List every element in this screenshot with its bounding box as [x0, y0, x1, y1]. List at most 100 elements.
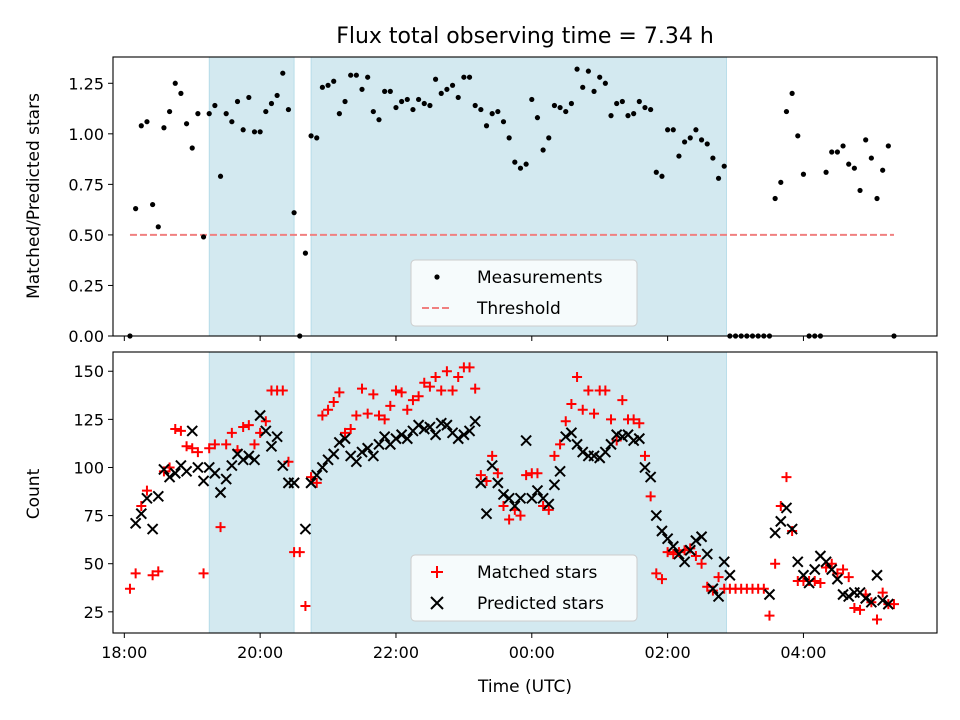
measurement-point — [325, 82, 331, 88]
matched-star-point — [577, 404, 588, 415]
y-tick-label: 0.00 — [68, 327, 104, 346]
measurement-point — [342, 98, 348, 105]
measurement-point — [449, 82, 456, 88]
measurement-point — [823, 169, 829, 175]
matched-star-point — [328, 397, 339, 408]
matched-star-point — [373, 410, 384, 421]
matched-star-point — [221, 439, 232, 450]
predicted-star-point — [797, 569, 810, 581]
predicted-star-point — [226, 459, 238, 472]
measurement-point — [234, 98, 241, 105]
predicted-star-point — [333, 436, 346, 449]
matched-star-point — [419, 377, 430, 388]
legend-label: Measurements — [477, 268, 603, 288]
predicted-star-point — [503, 492, 515, 504]
predicted-star-point — [265, 440, 278, 453]
matched-star-point — [855, 604, 866, 615]
matched-star-point — [668, 549, 679, 560]
matched-star-point — [351, 410, 362, 421]
matched-star-point — [838, 564, 849, 575]
measurement-point — [268, 100, 275, 107]
measurement-point — [585, 68, 591, 74]
measurement-point — [144, 119, 150, 125]
matched-star-point — [690, 551, 701, 562]
matched-star-point — [645, 491, 656, 502]
predicted-star-point — [707, 583, 719, 595]
predicted-star-point — [299, 523, 312, 535]
predicted-star-point — [560, 430, 572, 443]
measurement-point — [851, 165, 857, 171]
matched-star-point — [515, 510, 526, 521]
measurement-point — [710, 155, 716, 161]
matched-star-point — [849, 602, 860, 613]
measurement-point — [229, 119, 235, 125]
matched-star-point — [407, 395, 418, 406]
matched-star-point — [226, 427, 237, 438]
predicted-star-point — [277, 459, 289, 472]
predicted-star-point — [763, 588, 776, 601]
measurement-point — [138, 123, 144, 129]
matched-star-point — [543, 504, 554, 515]
predicted-star-point — [480, 507, 493, 520]
measurement-point — [676, 153, 682, 159]
matched-star-point — [340, 427, 351, 438]
x-tick-label: 00:00 — [509, 643, 555, 662]
predicted-star-point — [865, 596, 878, 608]
matched-star-point — [362, 408, 373, 419]
measurement-point — [189, 145, 195, 151]
predicted-star-point — [809, 563, 821, 576]
measurement-point — [444, 86, 450, 92]
matched-star-point — [639, 450, 650, 461]
predicted-star-point — [780, 502, 793, 514]
measurement-point — [200, 234, 207, 240]
matched-star-point — [487, 450, 498, 461]
predicted-star-point — [514, 492, 527, 504]
measurement-point — [551, 102, 558, 109]
measurement-point — [178, 90, 184, 96]
measurement-point — [874, 195, 880, 202]
measurement-point — [353, 72, 359, 78]
matched-star-point — [357, 383, 368, 394]
predicted-star-point — [129, 517, 142, 530]
predicted-star-point — [486, 459, 498, 472]
matched-star-point — [532, 468, 543, 479]
measurement-point — [653, 169, 659, 175]
measurement-point — [421, 100, 427, 107]
matched-star-point — [141, 485, 152, 496]
y-tick-label: 75 — [84, 507, 104, 526]
measurement-point — [783, 108, 790, 115]
predicted-star-point — [571, 438, 583, 451]
measurement-point — [846, 161, 852, 167]
predicted-star-point — [786, 523, 798, 535]
predicted-star-point — [192, 461, 204, 474]
matched-star-point — [334, 387, 345, 398]
measurement-point — [155, 224, 161, 230]
predicted-star-point — [667, 540, 679, 553]
measurement-point — [568, 100, 575, 107]
measurement-point — [670, 127, 676, 133]
measurement-point — [778, 179, 784, 185]
predicted-star-point — [599, 446, 612, 458]
matched-star-point — [436, 385, 447, 396]
matched-star-point — [832, 568, 843, 579]
predicted-star-point — [412, 419, 425, 431]
predicted-star-point — [220, 473, 232, 485]
measurement-point — [580, 84, 586, 90]
predicted-star-point — [146, 523, 159, 535]
matched-star-point — [492, 468, 503, 479]
predicted-star-point — [775, 515, 787, 528]
matched-star-point — [170, 423, 181, 434]
measurement-point — [393, 104, 399, 111]
matched-star-point — [611, 435, 622, 446]
y-tick-label: 100 — [73, 458, 104, 477]
measurement-point — [834, 149, 840, 155]
predicted-star-point — [543, 498, 555, 510]
predicted-star-point — [882, 598, 895, 610]
measurement-point — [274, 92, 280, 99]
measurement-point — [370, 108, 376, 115]
predicted-star-point — [163, 471, 176, 483]
predicted-star-point — [260, 425, 272, 437]
predicted-star-point — [650, 509, 663, 522]
matched-star-point — [781, 472, 792, 483]
